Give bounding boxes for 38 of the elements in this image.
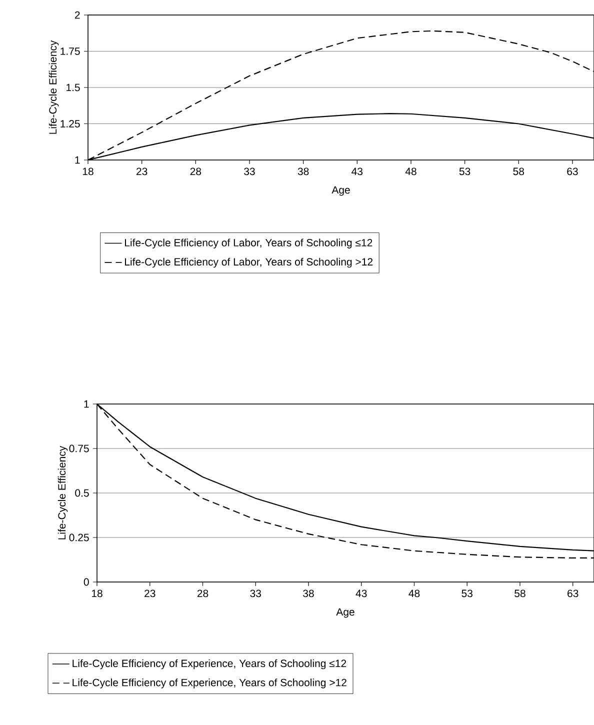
x-tick-label: 38 — [298, 168, 309, 176]
y-tick-label: 1 — [75, 156, 80, 164]
x-tick-label: 53 — [462, 590, 472, 598]
x-tick-label: 58 — [514, 590, 526, 598]
x-tick-label: 23 — [136, 168, 148, 176]
y-axis-title: Life-Cycle Efficiency — [58, 446, 68, 540]
x-axis-title: Age — [332, 186, 350, 196]
y-axis-title: Life-Cycle Efficiency — [48, 40, 59, 134]
legend-label: Life-Cycle Efficiency of Experience, Years of Schooling >12 — [72, 678, 346, 688]
y-tick-label: 0.75 — [69, 444, 89, 452]
x-tick-label: 48 — [405, 168, 416, 176]
x-tick-label: 33 — [244, 168, 255, 176]
x-tick-label: 18 — [92, 590, 102, 598]
y-tick-label: 1.25 — [60, 120, 80, 128]
legend-label: Life-Cycle Efficiency of Labor, Years of Schooling >12 — [125, 258, 373, 268]
legend-label: Life-Cycle Efficiency of Experience, Years of Schooling ≤12 — [72, 659, 346, 670]
x-tick-label: 28 — [197, 590, 208, 598]
x-tick-label: 33 — [250, 590, 261, 598]
x-tick-label: 63 — [567, 168, 578, 176]
x-tick-label: 53 — [459, 168, 470, 176]
x-tick-label: 43 — [356, 590, 367, 598]
x-tick-label: 18 — [82, 168, 94, 176]
x-axis-title: Age — [336, 608, 354, 618]
y-tick-label: 0 — [84, 578, 89, 586]
x-tick-label: 63 — [568, 590, 578, 598]
y-tick-label: 1.75 — [60, 48, 80, 55]
y-tick-label: 2 — [74, 11, 80, 19]
x-tick-label: 48 — [408, 590, 420, 598]
y-tick-label: 1.5 — [66, 84, 80, 92]
legend-label: Life-Cycle Efficiency of Labor, Years of Schooling ≤12 — [125, 238, 372, 248]
y-tick-label: 1 — [84, 400, 89, 408]
x-tick-label: 43 — [352, 168, 363, 176]
x-tick-label: 23 — [144, 590, 156, 598]
y-tick-label: 0.5 — [75, 489, 89, 497]
x-tick-label: 38 — [303, 590, 314, 598]
x-tick-label: 58 — [513, 168, 524, 176]
x-tick-label: 28 — [190, 168, 202, 176]
y-tick-label: 0.25 — [69, 534, 89, 542]
